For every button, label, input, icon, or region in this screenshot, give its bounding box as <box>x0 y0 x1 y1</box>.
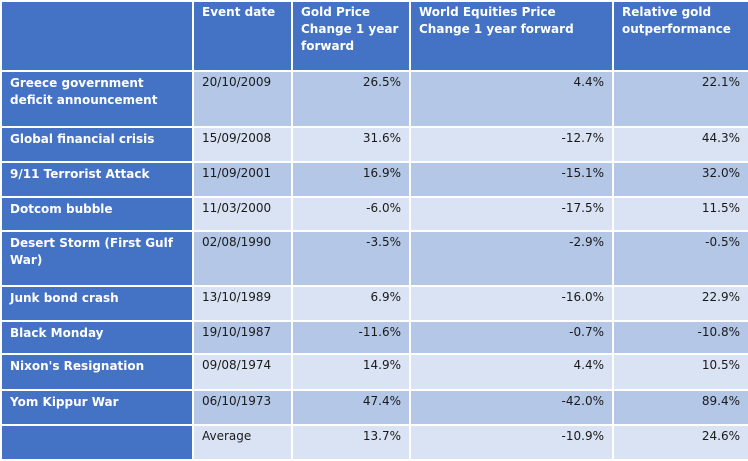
average-label: Average <box>192 424 293 461</box>
event-date: 11/03/2000 <box>192 196 293 232</box>
equities-change: 4.4% <box>409 353 614 391</box>
event-date: 15/09/2008 <box>192 126 293 163</box>
header-gold-change: Gold Price Change 1 year forward <box>291 0 411 72</box>
gold-change: 31.6% <box>291 126 411 163</box>
event-name: 9/11 Terrorist Attack <box>0 161 194 198</box>
event-name: Junk bond crash <box>0 285 194 322</box>
event-date: 19/10/1987 <box>192 320 293 355</box>
average-event <box>0 424 194 461</box>
equities-change: 4.4% <box>409 70 614 128</box>
equities-change: -16.0% <box>409 285 614 322</box>
relative-outperformance: 22.9% <box>612 285 748 322</box>
event-date: 09/08/1974 <box>192 353 293 391</box>
table-row: Yom Kippur War 06/10/1973 47.4% -42.0% 8… <box>0 389 748 426</box>
gold-change: 6.9% <box>291 285 411 322</box>
equities-change: -15.1% <box>409 161 614 198</box>
relative-outperformance: -0.5% <box>612 230 748 287</box>
gold-change: 47.4% <box>291 389 411 426</box>
event-name: Desert Storm (First Gulf War) <box>0 230 194 287</box>
table-row: Junk bond crash 13/10/1989 6.9% -16.0% 2… <box>0 285 748 322</box>
table-row: Global financial crisis 15/09/2008 31.6%… <box>0 126 748 163</box>
header-row: Event date Gold Price Change 1 year forw… <box>0 0 748 72</box>
relative-outperformance: -10.8% <box>612 320 748 355</box>
gold-change: 16.9% <box>291 161 411 198</box>
event-date: 11/09/2001 <box>192 161 293 198</box>
relative-outperformance: 32.0% <box>612 161 748 198</box>
event-name: Black Monday <box>0 320 194 355</box>
event-name: Global financial crisis <box>0 126 194 163</box>
average-relative-outperformance: 24.6% <box>612 424 748 461</box>
equities-change: -12.7% <box>409 126 614 163</box>
relative-outperformance: 11.5% <box>612 196 748 232</box>
relative-outperformance: 10.5% <box>612 353 748 391</box>
event-name: Dotcom bubble <box>0 196 194 232</box>
equities-change: -42.0% <box>409 389 614 426</box>
event-name: Greece government deficit announcement <box>0 70 194 128</box>
event-date: 02/08/1990 <box>192 230 293 287</box>
relative-outperformance: 22.1% <box>612 70 748 128</box>
equities-change: -0.7% <box>409 320 614 355</box>
table-row: Desert Storm (First Gulf War) 02/08/1990… <box>0 230 748 287</box>
gold-change: 26.5% <box>291 70 411 128</box>
relative-outperformance: 89.4% <box>612 389 748 426</box>
gold-change: 14.9% <box>291 353 411 391</box>
table-row: Nixon's Resignation 09/08/1974 14.9% 4.4… <box>0 353 748 391</box>
average-gold-change: 13.7% <box>291 424 411 461</box>
event-date: 06/10/1973 <box>192 389 293 426</box>
table-row: 9/11 Terrorist Attack 11/09/2001 16.9% -… <box>0 161 748 198</box>
gold-change: -6.0% <box>291 196 411 232</box>
gold-change: -3.5% <box>291 230 411 287</box>
header-event-date: Event date <box>192 0 293 72</box>
equities-change: -2.9% <box>409 230 614 287</box>
event-date: 13/10/1989 <box>192 285 293 322</box>
average-equities-change: -10.9% <box>409 424 614 461</box>
gold-change: -11.6% <box>291 320 411 355</box>
event-date: 20/10/2009 <box>192 70 293 128</box>
equities-change: -17.5% <box>409 196 614 232</box>
average-row: Average 13.7% -10.9% 24.6% <box>0 424 748 461</box>
header-equities-change: World Equities Price Change 1 year forwa… <box>409 0 614 72</box>
event-name: Yom Kippur War <box>0 389 194 426</box>
relative-outperformance: 44.3% <box>612 126 748 163</box>
header-event <box>0 0 194 72</box>
table-row: Black Monday 19/10/1987 -11.6% -0.7% -10… <box>0 320 748 355</box>
event-name: Nixon's Resignation <box>0 353 194 391</box>
table-row: Greece government deficit announcement 2… <box>0 70 748 128</box>
table-row: Dotcom bubble 11/03/2000 -6.0% -17.5% 11… <box>0 196 748 232</box>
header-relative-outperformance: Relative gold outperformance <box>612 0 748 72</box>
